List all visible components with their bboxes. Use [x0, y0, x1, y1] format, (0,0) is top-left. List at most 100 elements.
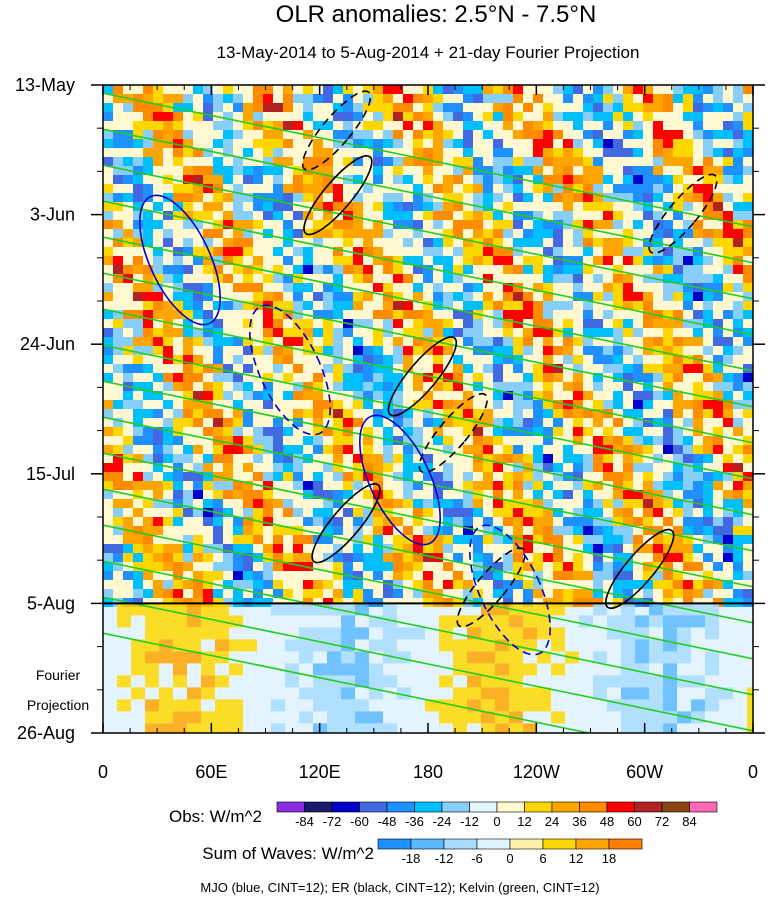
heatmap-cell [513, 292, 523, 301]
heatmap-cell [133, 400, 143, 409]
heatmap-cell [303, 166, 313, 175]
heatmap-cell [703, 499, 713, 508]
heatmap-cell [413, 193, 423, 202]
heatmap-cell [603, 535, 613, 544]
heatmap-cell [583, 130, 593, 139]
heatmap-cell [743, 481, 753, 490]
heatmap-cell [153, 265, 163, 274]
heatmap-cell [543, 175, 553, 184]
heatmap-cell [113, 517, 123, 526]
heatmap-cell [503, 301, 513, 310]
heatmap-cell [543, 148, 553, 157]
heatmap-cell [483, 436, 493, 445]
heatmap-cell [273, 301, 283, 310]
heatmap-cell [203, 580, 213, 589]
projection-cell [649, 651, 663, 664]
heatmap-cell [203, 229, 213, 238]
heatmap-cell [513, 355, 523, 364]
heatmap-cell [643, 571, 653, 580]
heatmap-cell [193, 220, 203, 229]
heatmap-cell [113, 526, 123, 535]
heatmap-cell [693, 544, 703, 553]
heatmap-cell [103, 571, 113, 580]
heatmap-cell [483, 130, 493, 139]
heatmap-cell [603, 526, 613, 535]
heatmap-cell [273, 463, 283, 472]
heatmap-cell [323, 148, 333, 157]
heatmap-cell [433, 346, 443, 355]
heatmap-cell [273, 553, 283, 562]
heatmap-cell [133, 337, 143, 346]
heatmap-cell [513, 427, 523, 436]
heatmap-cell [183, 184, 193, 193]
heatmap-cell [113, 508, 123, 517]
heatmap-cell [223, 121, 233, 130]
heatmap-cell [303, 193, 313, 202]
heatmap-cell [353, 400, 363, 409]
heatmap-cell [723, 535, 733, 544]
heatmap-cell [363, 265, 373, 274]
heatmap-cell [553, 247, 563, 256]
projection-cell [481, 639, 495, 652]
chart-subtitle: 13-May-2014 to 5-Aug-2014 + 21-day Fouri… [217, 43, 640, 62]
heatmap-cell [693, 193, 703, 202]
heatmap-cell [583, 265, 593, 274]
heatmap-cell [743, 445, 753, 454]
heatmap-cell [163, 589, 173, 598]
projection-cell [495, 723, 509, 733]
heatmap-cell [393, 571, 403, 580]
projection-cell [187, 615, 201, 628]
projection-label-line1: Fourier [36, 667, 81, 683]
heatmap-cell [243, 481, 253, 490]
projection-cell [481, 615, 495, 628]
heatmap-cell [233, 283, 243, 292]
heatmap-cell [353, 553, 363, 562]
projection-cell [173, 675, 187, 688]
heatmap-cell [733, 427, 743, 436]
heatmap-cell [513, 454, 523, 463]
heatmap-cell [443, 238, 453, 247]
heatmap-cell [583, 103, 593, 112]
heatmap-cell [543, 292, 553, 301]
heatmap-cell [133, 382, 143, 391]
heatmap-cell [323, 463, 333, 472]
heatmap-cell [223, 274, 233, 283]
projection-cell [187, 711, 201, 724]
heatmap-cell [473, 571, 483, 580]
heatmap-cell [513, 535, 523, 544]
heatmap-cell [663, 418, 673, 427]
heatmap-cell [353, 319, 363, 328]
heatmap-cell [243, 229, 253, 238]
heatmap-cell [723, 247, 733, 256]
heatmap-cell [633, 544, 643, 553]
heatmap-cell [253, 85, 263, 94]
heatmap-cell [593, 535, 603, 544]
heatmap-cell [223, 391, 233, 400]
heatmap-cell [193, 328, 203, 337]
heatmap-cell [723, 220, 733, 229]
heatmap-cell [253, 427, 263, 436]
heatmap-cell [503, 283, 513, 292]
heatmap-cell [253, 256, 263, 265]
heatmap-cell [563, 175, 573, 184]
heatmap-cell [333, 463, 343, 472]
heatmap-cell [603, 499, 613, 508]
heatmap-cell [703, 193, 713, 202]
heatmap-cell [623, 490, 633, 499]
heatmap-cell [463, 112, 473, 121]
heatmap-cell [193, 535, 203, 544]
heatmap-cell [533, 454, 543, 463]
heatmap-cell [333, 418, 343, 427]
heatmap-cell [553, 472, 563, 481]
heatmap-cell [243, 148, 253, 157]
colorbar-tick-label: 60 [627, 814, 641, 829]
heatmap-cell [533, 409, 543, 418]
heatmap-cell [103, 490, 113, 499]
heatmap-cell [153, 310, 163, 319]
y-tick-label: 13-May [15, 75, 75, 95]
heatmap-cell [593, 202, 603, 211]
heatmap-cell [193, 391, 203, 400]
heatmap-cell [353, 454, 363, 463]
heatmap-cell [473, 589, 483, 598]
heatmap-cell [273, 157, 283, 166]
